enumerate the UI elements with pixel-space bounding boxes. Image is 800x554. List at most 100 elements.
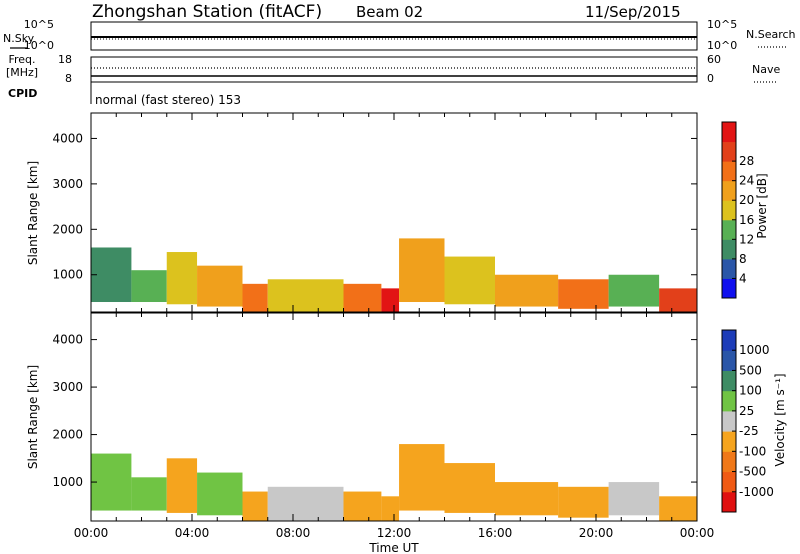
velocity-panel: 1000 2000 3000 4000 Slant Range [km] bbox=[26, 312, 698, 522]
velocity-colorbar-tick-label: 25 bbox=[739, 404, 754, 418]
power-colorbar-tick-label: 28 bbox=[739, 154, 754, 168]
power-ytick-label: 3000 bbox=[52, 177, 83, 191]
nsky-label: N.Sky bbox=[3, 32, 35, 45]
power-echo-band bbox=[343, 283, 382, 312]
time-tick-label: 08:00 bbox=[276, 526, 311, 540]
velocity-y-ticks: 1000 2000 3000 4000 bbox=[52, 333, 697, 489]
nave-tick-top: 60 bbox=[707, 53, 721, 66]
power-x-ticks bbox=[90, 113, 698, 312]
freq-tick-bottom: 8 bbox=[65, 72, 72, 85]
freq-frame bbox=[90, 56, 698, 83]
time-tick-label: 00:00 bbox=[74, 526, 109, 540]
power-echo-band bbox=[91, 247, 132, 303]
velocity-echo-band bbox=[242, 491, 268, 521]
time-tick-label: 12:00 bbox=[377, 526, 412, 540]
velocity-ytick-label: 3000 bbox=[52, 380, 83, 394]
velocity-ylabel: Slant Range [km] bbox=[26, 365, 40, 469]
power-colorbar-tick-label: 16 bbox=[739, 213, 754, 227]
velocity-echo-band bbox=[131, 477, 167, 511]
velocity-heatmap bbox=[91, 444, 697, 521]
velocity-echo-band bbox=[381, 496, 400, 521]
velocity-echo-band bbox=[166, 458, 198, 513]
power-colorbar-segment bbox=[722, 141, 736, 162]
power-colorbar-segment bbox=[722, 258, 736, 279]
velocity-echo-band bbox=[399, 444, 445, 511]
power-colorbar-segment bbox=[722, 239, 736, 260]
velocity-colorbar-segment bbox=[722, 471, 736, 493]
velocity-colorbar-frame bbox=[721, 329, 737, 513]
time-tick-label: 16:00 bbox=[478, 526, 513, 540]
cpid-text: normal (fast stereo) 153 bbox=[95, 93, 241, 107]
power-colorbar-segment bbox=[722, 180, 736, 201]
freq-label-line1: Freq. bbox=[8, 53, 35, 66]
velocity-colorbar: -1000 -500 -100 -25 25 100 500 1000 bbox=[721, 329, 774, 513]
velocity-ytick-label: 4000 bbox=[52, 333, 83, 347]
velocity-colorbar-tick-label: 500 bbox=[739, 363, 762, 377]
velocity-colorbar-tick-label: -100 bbox=[739, 444, 766, 458]
velocity-echo-band bbox=[267, 486, 344, 521]
power-ytick-label: 4000 bbox=[52, 131, 83, 145]
nave-label: Nave bbox=[752, 63, 780, 76]
power-colorbar-frame bbox=[721, 121, 737, 299]
velocity-echo-band bbox=[659, 496, 697, 521]
beam-label: Beam 02 bbox=[356, 3, 423, 21]
xaxis-label: Time UT bbox=[368, 541, 419, 554]
velocity-echo-band bbox=[608, 482, 660, 516]
power-colorbar-tick-label: 24 bbox=[739, 174, 754, 188]
station-title: Zhongshan Station (fitACF) bbox=[92, 2, 322, 22]
velocity-colorbar-segment bbox=[722, 431, 736, 452]
velocity-ytick-label: 1000 bbox=[52, 475, 83, 489]
velocity-colorbar-tick-label: 1000 bbox=[739, 343, 770, 357]
time-axis-labels: 00:00 04:00 08:00 12:00 16:00 20:00 00:00 bbox=[74, 526, 715, 540]
power-colorbar-tick-label: 4 bbox=[739, 271, 747, 285]
velocity-colorbar-tick-label: 100 bbox=[739, 384, 762, 398]
power-echo-band bbox=[495, 274, 559, 307]
power-echo-band bbox=[166, 252, 198, 305]
power-colorbar: 4 8 12 16 20 24 28 bbox=[721, 121, 754, 299]
velocity-echo-band bbox=[197, 472, 243, 516]
nsky-tick-top: 10^5 bbox=[24, 18, 54, 31]
power-ytick-label: 2000 bbox=[52, 222, 83, 236]
velocity-colorbar-segment bbox=[722, 370, 736, 392]
power-colorbar-segment bbox=[722, 122, 736, 143]
velocity-colorbar-segment bbox=[722, 330, 736, 351]
velocity-colorbar-segment bbox=[722, 491, 736, 513]
velocity-colorbar-segment bbox=[722, 410, 736, 432]
power-heatmap bbox=[91, 238, 697, 312]
freq-label-line2: [MHz] bbox=[6, 66, 38, 79]
velocity-echo-band bbox=[444, 463, 495, 513]
power-echo-band bbox=[242, 283, 268, 312]
velocity-colorbar-segment bbox=[722, 451, 736, 473]
power-colorbar-segment bbox=[722, 219, 736, 240]
velocity-colorbar-tick-label: -25 bbox=[739, 424, 759, 438]
power-colorbar-segment bbox=[722, 200, 736, 221]
nsearch-tick-top: 10^5 bbox=[707, 18, 737, 31]
velocity-colorbar-segment bbox=[722, 390, 736, 412]
date-label: 11/Sep/2015 bbox=[585, 3, 681, 21]
power-echo-band bbox=[444, 256, 495, 305]
time-tick-label: 00:00 bbox=[680, 526, 715, 540]
nsearch-tick-bottom: 10^0 bbox=[707, 39, 737, 52]
power-panel: 1000 2000 3000 4000 Slant Range [km] bbox=[26, 112, 698, 313]
power-colorbar-segment bbox=[722, 161, 736, 182]
power-colorbar-tick-label: 8 bbox=[739, 252, 747, 266]
velocity-ytick-label: 2000 bbox=[52, 428, 83, 442]
power-echo-band bbox=[267, 279, 344, 312]
velocity-colorbar-tick-label: -500 bbox=[739, 465, 766, 479]
time-tick-label: 04:00 bbox=[175, 526, 210, 540]
cpid-label: CPID bbox=[8, 87, 37, 100]
nsky-panel: N.Sky 10^5 10^0 10^5 10^0 N.Search bbox=[3, 18, 796, 52]
power-echo-band bbox=[608, 274, 660, 307]
power-ylabel: Slant Range [km] bbox=[26, 161, 40, 265]
velocity-echo-band bbox=[558, 486, 609, 518]
freq-panel: Freq. [MHz] 18 8 60 0 Nave bbox=[6, 53, 780, 104]
power-echo-band bbox=[197, 265, 243, 307]
velocity-echo-band bbox=[343, 491, 382, 521]
nave-tick-bottom: 0 bbox=[707, 72, 714, 85]
power-colorbar-label: Power [dB] bbox=[755, 173, 769, 238]
power-ytick-label: 1000 bbox=[52, 268, 83, 282]
freq-tick-top: 18 bbox=[58, 53, 72, 66]
power-echo-band bbox=[659, 288, 697, 312]
velocity-echo-band bbox=[91, 453, 132, 511]
